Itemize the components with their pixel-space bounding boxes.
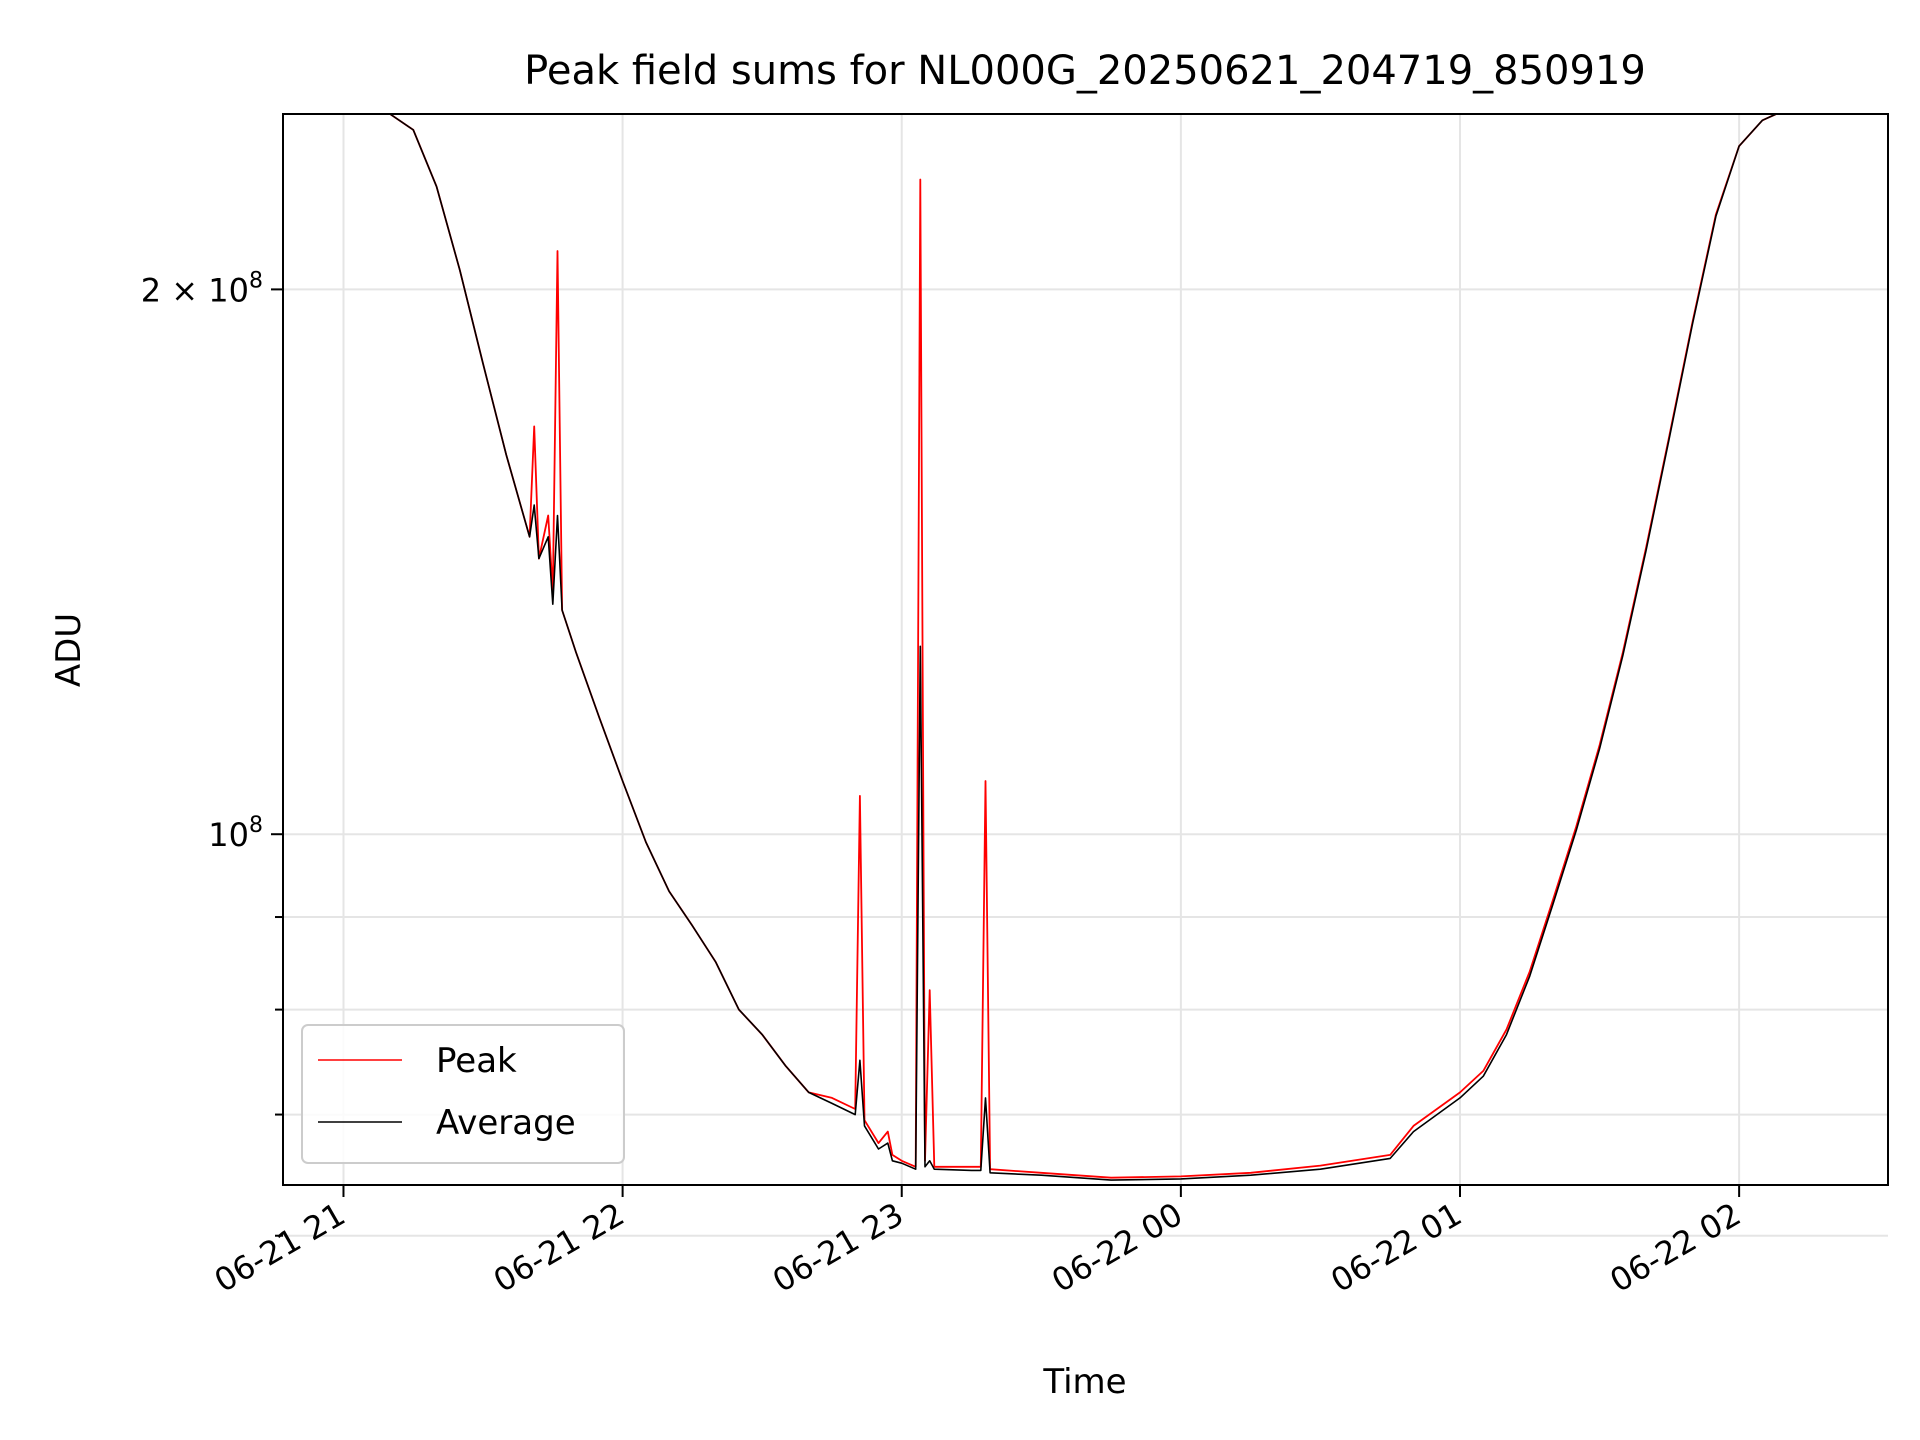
legend-label-average: Average [436,1103,576,1143]
x-axis-label: Time [1042,1362,1126,1402]
x-tick-label: 06-21 23 [766,1195,910,1300]
y-axis: 108 2 × 108 [141,268,283,1237]
y-axis-label: ADU [49,613,89,687]
chart-title: Peak field sums for NL000G_20250621_2047… [524,48,1646,94]
x-tick-label: 06-21 21 [208,1195,352,1300]
plot-area [282,113,1889,1186]
x-tick-label: 06-22 01 [1324,1195,1468,1300]
series-line-average [283,113,1888,1181]
legend-label-peak: Peak [436,1041,517,1081]
x-axis: 06-21 21 06-21 22 06-21 23 06-22 00 06-22 01… [208,1185,1747,1300]
grid [283,114,1888,1237]
series-line-peak [283,113,1888,1179]
legend: Peak Average [301,1024,625,1164]
y-tick-label: 108 [208,813,263,854]
x-tick-label: 06-21 22 [487,1195,631,1300]
x-tick-label: 06-22 02 [1604,1195,1748,1300]
y-tick-label: 2 × 108 [141,268,263,309]
series-lines [283,113,1888,1181]
x-tick-label: 06-22 00 [1045,1195,1189,1300]
